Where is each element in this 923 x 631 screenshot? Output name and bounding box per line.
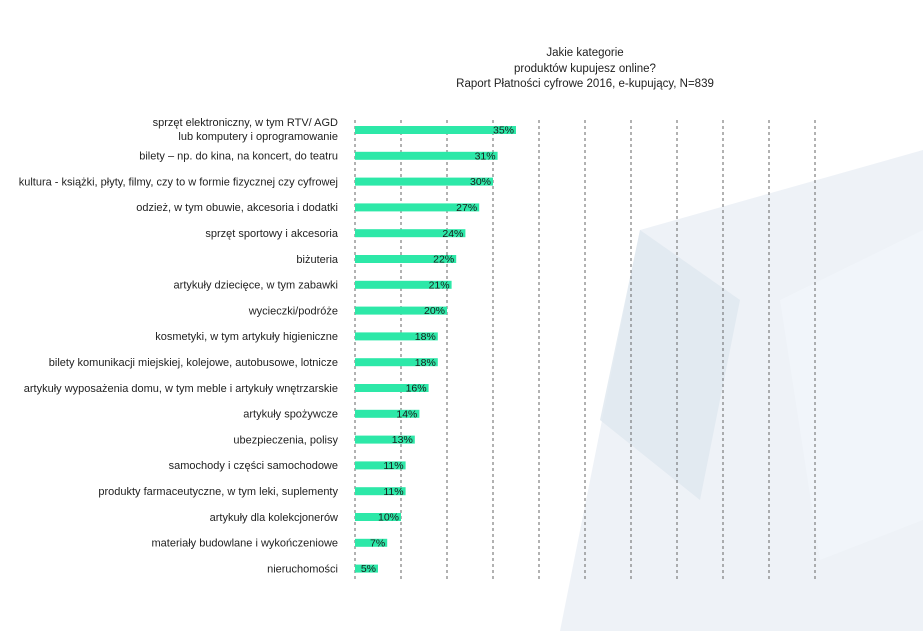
bar xyxy=(355,229,466,238)
value-label: 22% xyxy=(433,254,454,266)
background-shape-edge xyxy=(780,230,923,560)
category-label: artykuły wyposażenia domu, w tym meble i… xyxy=(24,383,338,395)
bar xyxy=(355,280,452,289)
value-label: 27% xyxy=(456,202,477,214)
category-label: nieruchomości xyxy=(267,563,338,575)
value-label: 10% xyxy=(378,512,399,524)
category-label: artykuły spożywcze xyxy=(243,409,338,421)
chart-title: Jakie kategorie produktów kupujesz onlin… xyxy=(430,46,740,93)
category-label: wycieczki/podróże xyxy=(248,305,338,317)
chart-title-line: Jakie kategorie xyxy=(546,47,624,59)
bar xyxy=(355,332,438,341)
value-label: 21% xyxy=(429,279,450,291)
bar xyxy=(355,538,388,547)
value-label: 24% xyxy=(442,228,463,240)
category-label: produkty farmaceutyczne, w tym leki, sup… xyxy=(98,486,338,498)
category-label: sprzęt sportowy i akcesoria xyxy=(205,228,339,240)
category-label: kosmetyki, w tym artykuły higieniczne xyxy=(155,331,338,343)
bar xyxy=(355,435,415,444)
bar xyxy=(355,358,438,367)
category-label: materiały budowlane i wykończeniowe xyxy=(152,538,338,550)
value-label: 18% xyxy=(415,357,436,369)
chart-title-line: Raport Płatności cyfrowe 2016, e-kupując… xyxy=(456,78,714,90)
bar xyxy=(355,306,447,315)
value-label: 5% xyxy=(361,563,376,575)
value-label: 18% xyxy=(415,331,436,343)
value-label: 11% xyxy=(383,460,403,472)
bar xyxy=(355,487,406,496)
value-label: 20% xyxy=(424,305,445,317)
bar xyxy=(355,151,498,160)
category-label: artykuły dla kolekcjonerów xyxy=(210,512,338,524)
value-label: 13% xyxy=(392,434,413,446)
bar xyxy=(355,177,493,186)
value-label: 11% xyxy=(383,486,403,498)
category-label: bilety – np. do kina, na koncert, do tea… xyxy=(139,151,338,163)
bar xyxy=(355,564,378,573)
chart-title-line: produktów kupujesz online? xyxy=(514,62,656,75)
category-label: artykuły dziecięce, w tym zabawki xyxy=(174,280,338,292)
bar xyxy=(355,255,457,263)
background-shape-inner xyxy=(600,230,740,500)
bar xyxy=(355,409,420,418)
bar xyxy=(355,126,516,134)
bar xyxy=(355,203,480,212)
value-label: 14% xyxy=(396,408,417,420)
value-label: 30% xyxy=(470,176,491,188)
category-label: lub komputery i oprogramowanie xyxy=(178,131,338,143)
category-label: sprzęt elektroniczny, w tym RTV/ AGD xyxy=(153,117,338,129)
category-label: samochody i części samochodowe xyxy=(169,460,338,472)
value-label: 7% xyxy=(370,537,385,549)
category-label: biżuteria xyxy=(296,254,338,266)
value-label: 31% xyxy=(475,150,496,162)
bar xyxy=(355,384,429,392)
category-label: bilety komunikacji miejskiej, kolejowe, … xyxy=(49,357,338,369)
category-label: ubezpieczenia, polisy xyxy=(233,434,338,446)
bar xyxy=(355,461,406,470)
category-label: kultura - książki, płyty, filmy, czy to … xyxy=(19,176,338,188)
value-label: 35% xyxy=(493,125,514,137)
category-label: odzież, w tym obuwie, akcesoria i dodatk… xyxy=(136,202,338,214)
bar xyxy=(355,513,401,521)
value-label: 16% xyxy=(406,383,427,395)
